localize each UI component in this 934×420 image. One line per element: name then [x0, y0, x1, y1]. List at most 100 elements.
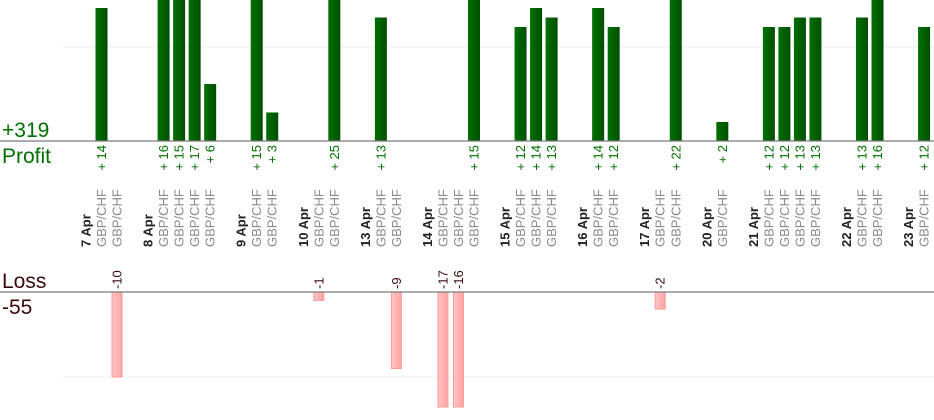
profit-bar	[250, 0, 263, 141]
profit-bar	[530, 8, 543, 141]
date-label: 20 Apr	[699, 207, 714, 247]
loss-bar	[437, 291, 449, 408]
date-label: 10 Apr	[296, 207, 311, 247]
pair-label: GBP/CHF	[761, 189, 776, 247]
loss-value-label: -17	[435, 270, 450, 289]
profit-value-label: + 16	[156, 145, 171, 171]
profit-value-label: + 15	[172, 145, 187, 171]
profit-value-label: + 12	[606, 145, 621, 171]
profit-bar	[328, 0, 341, 141]
profit-value-label: + 12	[777, 145, 792, 171]
pair-label: GBP/CHF	[249, 189, 264, 247]
pair-label: GBP/CHF	[715, 189, 730, 247]
profit-bar	[374, 17, 387, 141]
pair-label: GBP/CHF	[94, 189, 109, 247]
profit-bar	[793, 17, 806, 141]
date-label: 13 Apr	[358, 207, 373, 247]
profit-value-label: + 12	[513, 145, 528, 171]
loss-value-label: -9	[389, 277, 404, 289]
profit-bar	[266, 112, 279, 141]
pair-label: GBP/CHF	[855, 189, 870, 247]
profit-label: Profit	[2, 145, 51, 168]
date-label: 23 Apr	[901, 207, 916, 247]
profit-bar	[778, 27, 791, 141]
profit-value-label: + 13	[792, 145, 807, 171]
loss-bar	[654, 291, 666, 310]
pair-label: GBP/CHF	[110, 189, 125, 247]
profit-value-label: + 12	[917, 145, 932, 171]
profit-value-label: + 13	[855, 145, 870, 171]
profit-bar	[669, 0, 682, 141]
date-label: 21 Apr	[746, 207, 761, 247]
pair-label: GBP/CHF	[467, 189, 482, 247]
pair-label: GBP/CHF	[870, 189, 885, 247]
date-label: 7 Apr	[79, 214, 94, 247]
date-label: 14 Apr	[420, 207, 435, 247]
profit-bar	[188, 0, 201, 141]
date-label: 8 Apr	[141, 214, 156, 247]
pair-label: GBP/CHF	[373, 189, 388, 247]
profit-bar	[716, 122, 729, 141]
date-label: 9 Apr	[234, 214, 249, 247]
pair-label: GBP/CHF	[544, 189, 559, 247]
pair-label: GBP/CHF	[808, 189, 823, 247]
profit-value-label: + 13	[373, 145, 388, 171]
profit-value-label: + 14	[94, 145, 109, 171]
pair-label: GBP/CHF	[187, 189, 202, 247]
profit-bar	[95, 8, 108, 141]
pair-label: GBP/CHF	[777, 189, 792, 247]
pair-label: GBP/CHF	[327, 189, 342, 247]
pair-label: GBP/CHF	[203, 189, 218, 247]
loss-value-label: -16	[451, 270, 466, 289]
date-label: 22 Apr	[839, 207, 854, 247]
profit-bar	[514, 27, 527, 141]
pair-label: GBP/CHF	[172, 189, 187, 247]
profit-value-label: + 13	[808, 145, 823, 171]
profit-bar	[856, 17, 868, 141]
pair-label: GBP/CHF	[591, 189, 606, 247]
pair-label: GBP/CHF	[389, 189, 404, 247]
loss-bar	[313, 291, 325, 301]
profit-value-label: + 15	[467, 145, 482, 171]
loss-total: -55	[2, 296, 32, 319]
loss-value-label: -1	[311, 277, 326, 289]
profit-value-label: + 22	[668, 145, 683, 171]
profit-bar	[809, 17, 822, 141]
profit-value-label: + 15	[249, 145, 264, 171]
loss-bar	[111, 291, 123, 378]
pair-label: GBP/CHF	[668, 189, 683, 247]
profit-total: +319	[2, 119, 49, 142]
profit-value-label: + 25	[327, 145, 342, 171]
profit-value-label: + 6	[203, 145, 218, 163]
profit-bar	[468, 0, 480, 141]
pair-label: GBP/CHF	[435, 189, 450, 247]
pair-label: GBP/CHF	[451, 189, 466, 247]
pair-label: GBP/CHF	[265, 189, 280, 247]
date-label: 17 Apr	[637, 207, 652, 247]
loss-bar	[452, 291, 464, 408]
profit-bar	[871, 0, 884, 141]
profit-bar	[157, 0, 170, 141]
loss-value-label: -10	[110, 270, 125, 289]
profit-bar	[918, 27, 931, 141]
profit-bar	[173, 0, 186, 141]
date-label: 16 Apr	[575, 207, 590, 247]
loss-bar	[390, 291, 402, 369]
pair-label: GBP/CHF	[156, 189, 171, 247]
pair-label: GBP/CHF	[653, 189, 668, 247]
profit-value-label: + 13	[544, 145, 559, 171]
profit-value-label: + 14	[591, 145, 606, 171]
pair-label: GBP/CHF	[529, 189, 544, 247]
pair-label: GBP/CHF	[513, 189, 528, 247]
profit-value-label: + 12	[761, 145, 776, 171]
profit-bar	[607, 27, 620, 141]
profit-value-label: + 2	[715, 145, 730, 163]
pair-label: GBP/CHF	[917, 189, 932, 247]
profit-value-label: + 16	[870, 145, 885, 171]
profit-value-label: + 3	[265, 145, 280, 163]
loss-value-label: -2	[653, 277, 668, 289]
profit-bar	[762, 27, 775, 141]
pair-label: GBP/CHF	[792, 189, 807, 247]
profit-bar	[592, 8, 605, 141]
